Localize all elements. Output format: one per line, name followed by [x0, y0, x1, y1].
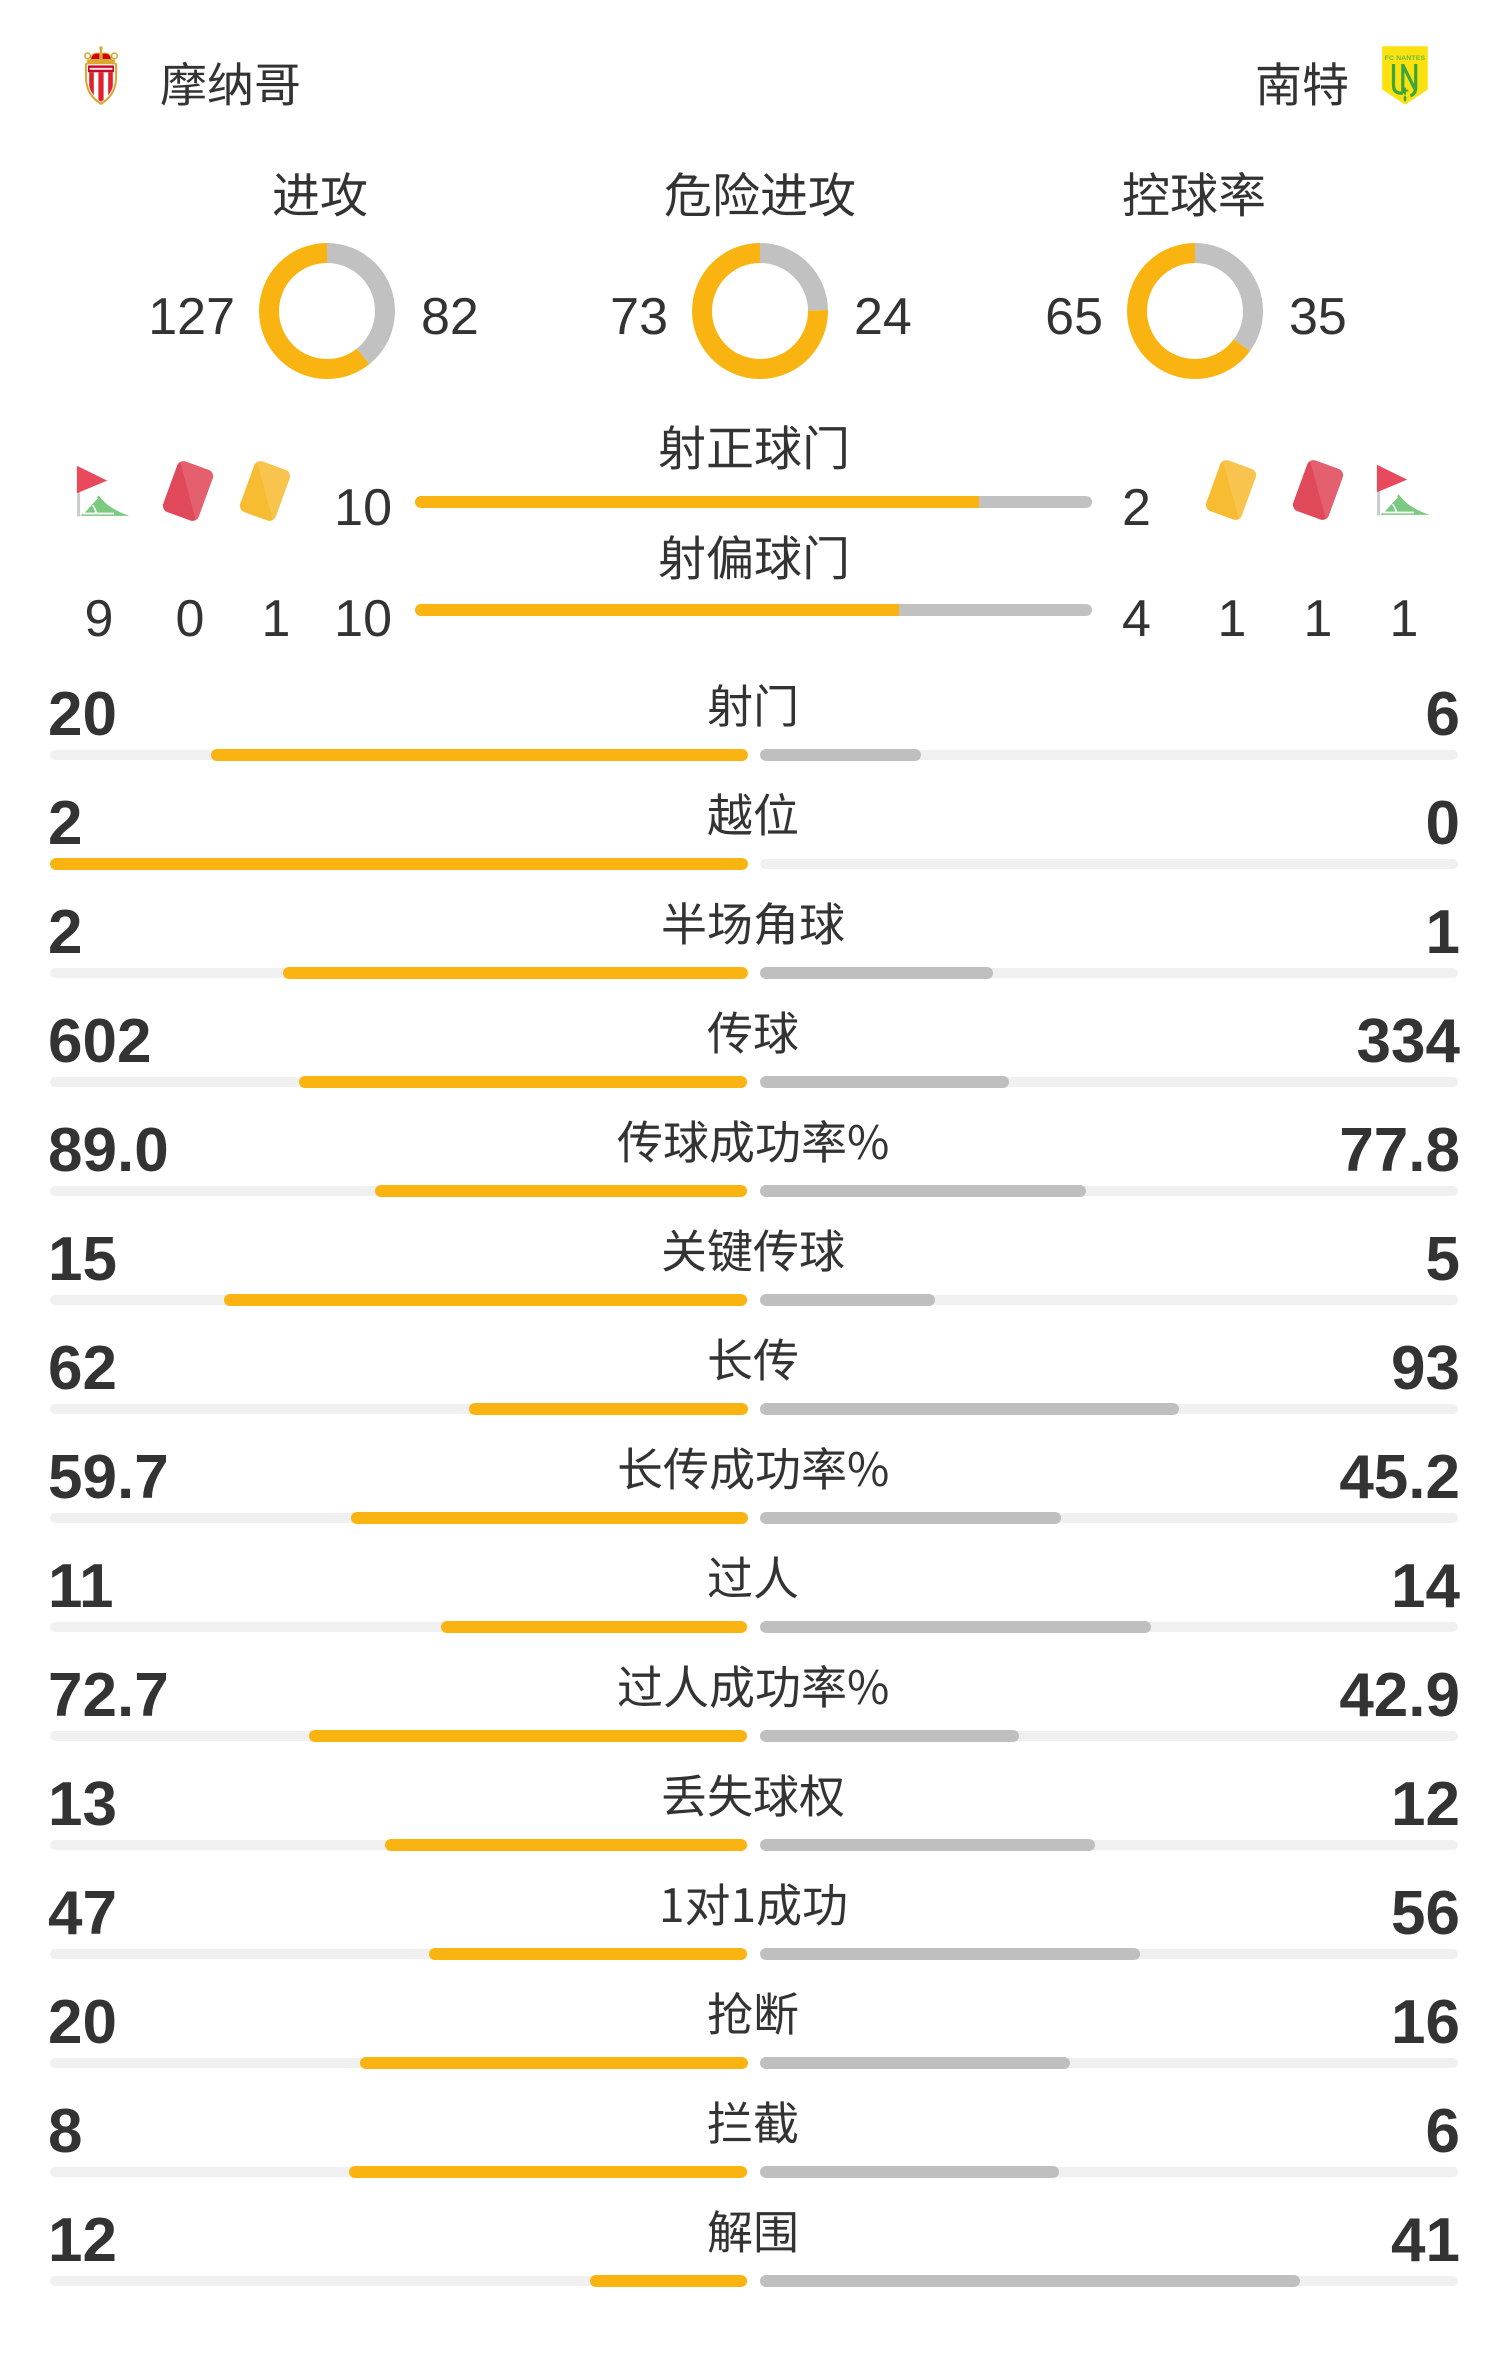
svg-text:FC NANTES: FC NANTES: [1385, 55, 1426, 62]
